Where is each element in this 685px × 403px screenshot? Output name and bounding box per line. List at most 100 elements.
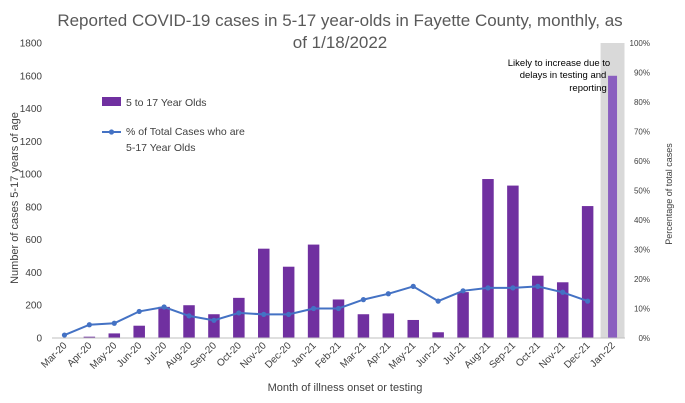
pct-point-Jun-20: [136, 308, 142, 315]
pct-point-Apr-21: [385, 291, 391, 297]
bar-Sep-20: [208, 314, 220, 338]
y-tick-400: 400: [25, 268, 42, 279]
y-tick-200: 200: [25, 301, 42, 312]
y2-tick-2: 20%: [634, 275, 650, 284]
bar-Jul-21: [457, 292, 469, 338]
y2-tick-6: 60%: [634, 157, 650, 166]
pct-point-Mar-21: [360, 297, 367, 303]
bar-Dec-21: [581, 206, 594, 338]
pct-point-Aug-21: [485, 285, 491, 291]
y-axis-label: Number of cases 5-17 years of age: [9, 112, 21, 284]
pct-point-Sep-21: [510, 285, 516, 291]
x-tick-Aug-21: Aug-21: [463, 340, 494, 371]
bar-Jan-22: [608, 75, 618, 339]
y2-tick-7: 70%: [634, 128, 650, 137]
bar-Jan-21: [307, 244, 320, 338]
x-tick-Jun-20: Jun-20: [115, 340, 145, 370]
pct-point-Feb-21: [335, 305, 342, 312]
y2-tick-0: 0%: [638, 334, 650, 343]
pct-point-Apr-20: [86, 322, 92, 328]
bar-Apr-21: [382, 313, 395, 338]
annotation: Likely to increase due to delays in test…: [508, 58, 610, 94]
pct-point-Aug-20: [186, 313, 192, 319]
y2-tick-8: 80%: [634, 98, 650, 107]
pct-point-Dec-21: [585, 298, 591, 304]
chart-title-line-2: of 1/18/2022: [293, 33, 388, 52]
legend-line-label-2: 5-17 Year Olds: [126, 142, 195, 154]
y2-tick-10: 100%: [630, 39, 650, 48]
bar-Nov-20: [258, 248, 270, 338]
pct-line: [64, 285, 588, 337]
x-tick-Sep-21: Sep-21: [487, 340, 518, 371]
pct-point-Oct-20: [236, 310, 242, 316]
line-series: [61, 283, 591, 338]
pct-point-Nov-20: [261, 311, 267, 317]
x-tick-Mar-20: Mar-20: [39, 340, 69, 370]
bar-Jul-20: [158, 306, 170, 338]
y-tick-1400: 1400: [20, 104, 43, 115]
y2-tick-1: 10%: [634, 305, 650, 314]
bar-May-21: [407, 319, 419, 338]
pct-point-Nov-21: [560, 289, 566, 295]
x-tick-Sep-20: Sep-20: [188, 340, 219, 371]
x-tick-Jan-21: Jan-21: [289, 340, 319, 370]
x-axis-label: Month of illness onset or testing: [268, 382, 423, 394]
y2-tick-4: 40%: [634, 216, 650, 225]
bar-Apr-20: [83, 336, 96, 338]
x-tick-Jun-21: Jun-21: [414, 340, 444, 370]
pct-point-May-21: [410, 283, 416, 289]
y2-tick-9: 90%: [634, 69, 650, 78]
bar-series: [58, 75, 618, 339]
pct-point-Jul-21: [460, 288, 466, 294]
y-tick-1600: 1600: [20, 71, 43, 82]
bar-Sep-21: [507, 185, 519, 338]
bar-Oct-20: [233, 297, 245, 338]
x-tick-Dec-21: Dec-21: [562, 340, 593, 371]
bar-Aug-21: [482, 179, 494, 338]
x-axis-ticks: Mar-20Apr-20May-20Jun-20Jul-20Aug-20Sep-…: [39, 340, 618, 372]
bar-Nov-21: [556, 282, 569, 338]
x-tick-Mar-21: Mar-21: [338, 340, 368, 370]
legend-bar-label: 5 to 17 Year Olds: [126, 97, 207, 109]
x-tick-Feb-21: Feb-21: [313, 340, 343, 370]
x-tick-May-21: May-21: [387, 340, 419, 372]
chart-title-line-1: Reported COVID-19 cases in 5-17 year-old…: [57, 11, 622, 30]
pct-point-Jun-21: [435, 298, 441, 304]
bar-Aug-20: [183, 305, 195, 338]
legend-line-marker: [108, 129, 115, 135]
x-tick-May-20: May-20: [88, 340, 120, 372]
pct-point-Oct-21: [535, 283, 541, 289]
y-tick-1800: 1800: [20, 39, 43, 50]
pct-point-Jan-21: [310, 305, 317, 312]
pct-point-Jul-20: [161, 304, 167, 310]
y-tick-0: 0: [36, 334, 42, 345]
bar-Dec-20: [282, 266, 295, 338]
right-axis-ticks: 0% 10% 20% 30% 40% 50% 60% 70% 80% 90% 100%: [630, 39, 650, 343]
y-tick-1000: 1000: [20, 170, 43, 181]
bar-Oct-21: [532, 275, 544, 338]
y2-tick-3: 30%: [634, 246, 650, 255]
bar-May-20: [108, 333, 121, 338]
y-tick-600: 600: [25, 235, 42, 246]
bar-Jun-20: [133, 325, 145, 338]
y-tick-800: 800: [25, 202, 42, 213]
y2-axis-label: Percentage of total cases: [664, 143, 674, 245]
bar-Mar-21: [357, 314, 370, 338]
x-tick-Aug-20: Aug-20: [164, 340, 195, 371]
legend-bar-swatch: [102, 97, 121, 106]
annotation-line-1: Likely to increase due to: [508, 58, 610, 69]
pct-point-May-20: [111, 320, 117, 326]
bar-Jun-21: [432, 332, 444, 338]
pct-point-Mar-20: [61, 332, 68, 338]
bar-Feb-21: [332, 299, 345, 338]
pct-point-Dec-20: [286, 311, 292, 317]
x-tick-Dec-20: Dec-20: [263, 340, 294, 371]
x-tick-Jan-22: Jan-22: [588, 340, 618, 370]
x-tick-Nov-21: Nov-21: [537, 340, 568, 371]
left-axis-ticks: 0 200 400 600 800 1000 1200 1400 1600 1800: [20, 39, 43, 345]
annotation-line-3: reporting: [569, 83, 607, 94]
legend-line-label-1: % of Total Cases who are: [126, 126, 245, 138]
y-tick-1200: 1200: [20, 137, 43, 148]
annotation-line-2: delays in testing and: [520, 70, 607, 81]
